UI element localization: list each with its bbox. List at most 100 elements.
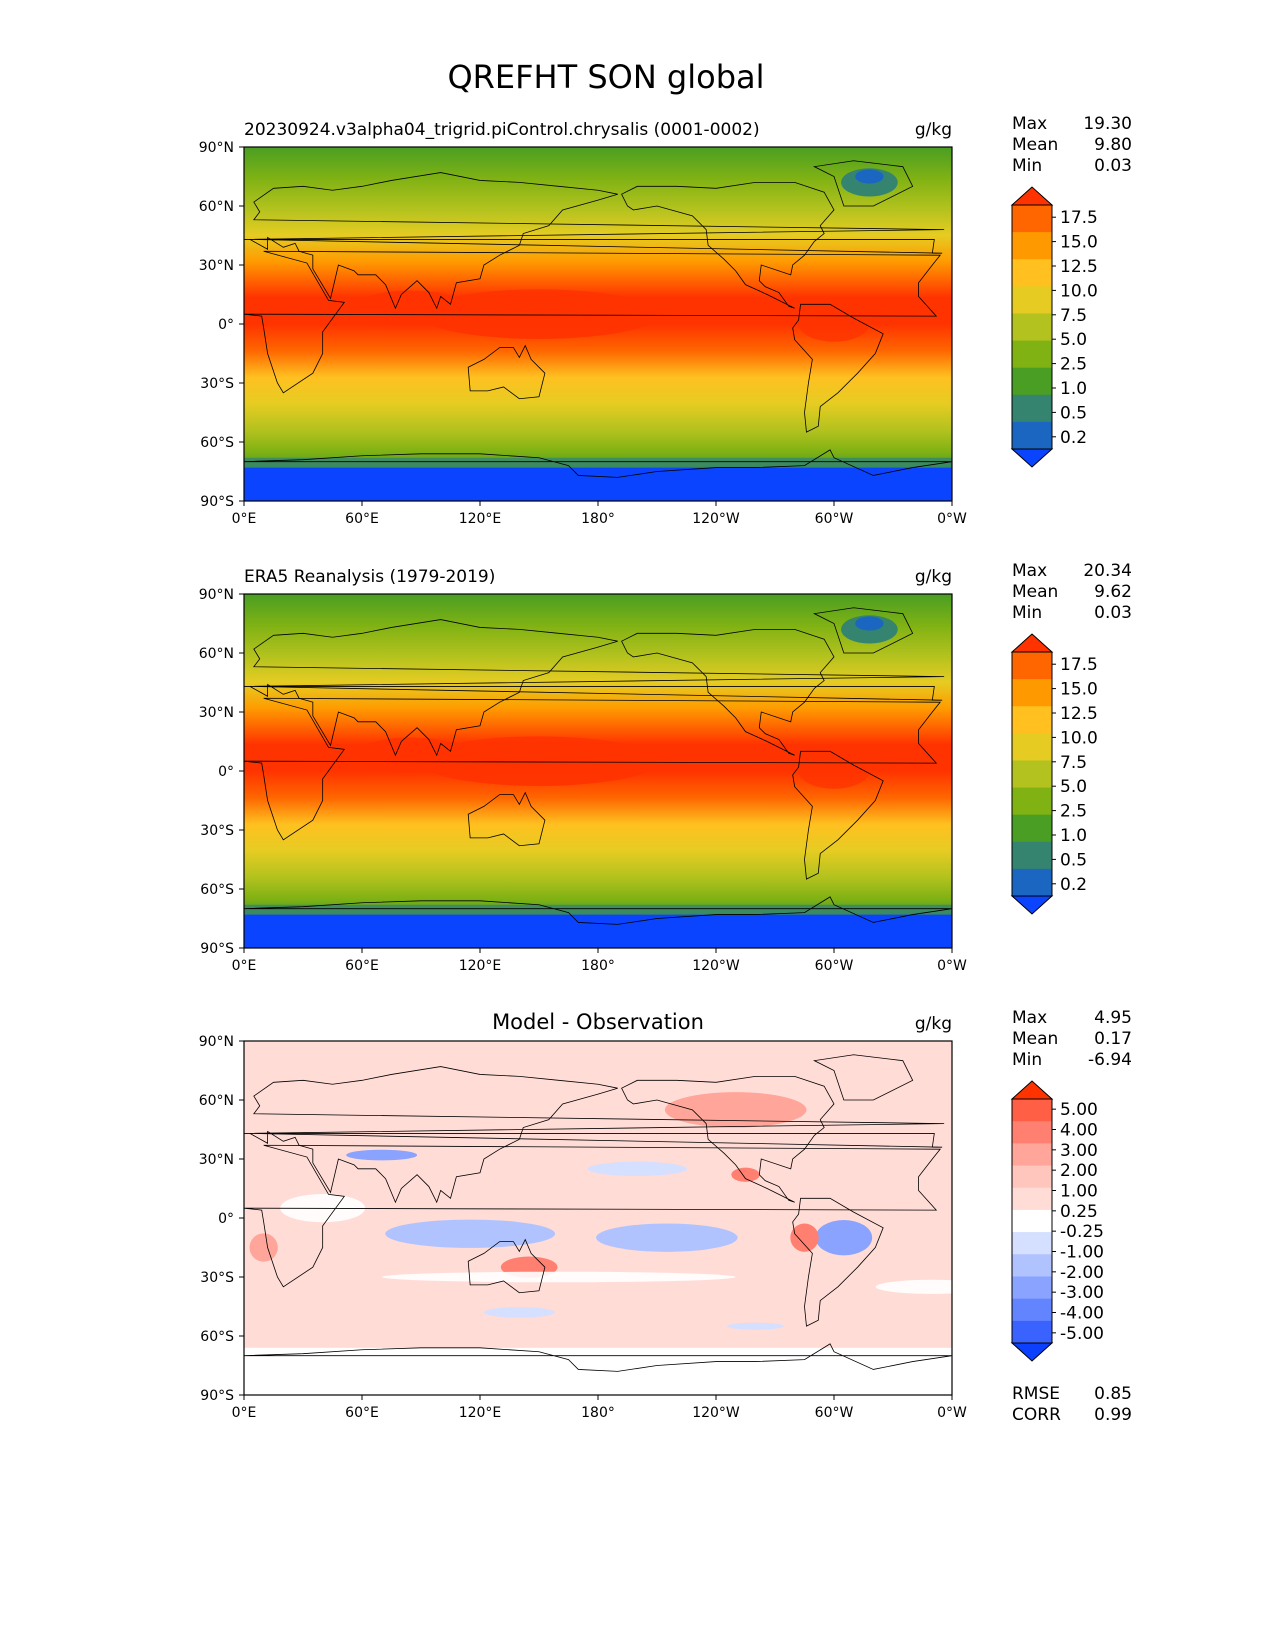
xtick-label: 60°E bbox=[345, 511, 379, 527]
stat-value: -6.94 bbox=[1088, 1050, 1132, 1070]
panel-units-1: g/kg bbox=[915, 120, 952, 140]
map-field-1 bbox=[244, 147, 952, 501]
colorbar-segment bbox=[1012, 232, 1052, 260]
diff-negative-6 bbox=[727, 1322, 784, 1330]
ytick-label: 60°S bbox=[200, 435, 234, 451]
ytick-label: 60°S bbox=[200, 882, 234, 898]
colorbar-label: 10.0 bbox=[1060, 728, 1098, 748]
indian-ocean-max bbox=[354, 290, 468, 326]
colorbar-segment bbox=[1012, 1143, 1052, 1167]
colorbar-segment bbox=[1012, 733, 1052, 761]
coastline-2 bbox=[621, 1076, 835, 1203]
ytick-label: 0° bbox=[218, 764, 234, 780]
diff-positive-4 bbox=[731, 1167, 760, 1182]
colorbar-segment bbox=[1012, 1099, 1052, 1122]
ytick-label: 30°N bbox=[199, 1152, 234, 1168]
diff-positive-0 bbox=[664, 1092, 807, 1128]
metric-label: CORR bbox=[1012, 1405, 1061, 1425]
coastline-5 bbox=[813, 607, 914, 654]
colorbar-top-arrow bbox=[1010, 1080, 1054, 1100]
coastline-0 bbox=[244, 697, 942, 841]
diff-positive-2 bbox=[790, 1223, 819, 1252]
colorbar-label: 17.5 bbox=[1060, 208, 1098, 228]
coastline-2 bbox=[621, 629, 835, 756]
xtick-label: 0°W bbox=[937, 958, 967, 974]
colorbar-label: 12.5 bbox=[1060, 257, 1098, 277]
ytick-label: 90°N bbox=[199, 140, 234, 156]
colorbar-label: -1.00 bbox=[1060, 1243, 1104, 1263]
panel-title-2: ERA5 Reanalysis (1979-2019) bbox=[244, 567, 495, 587]
ytick-label: 60°S bbox=[200, 1329, 234, 1345]
colorbar-label: 5.00 bbox=[1060, 1100, 1098, 1120]
colorbar-segment bbox=[1012, 394, 1052, 423]
colorbar-label: 0.2 bbox=[1060, 875, 1087, 895]
stat-value: 0.03 bbox=[1094, 603, 1132, 623]
colorbar-segment bbox=[1012, 1320, 1052, 1344]
stat-label: Min bbox=[1012, 156, 1042, 176]
coastline-5 bbox=[813, 1054, 914, 1101]
stat-label: Min bbox=[1012, 1050, 1042, 1070]
coastline-0 bbox=[244, 250, 942, 394]
xtick-label: 180° bbox=[581, 1405, 615, 1421]
amazon-max bbox=[798, 306, 870, 342]
colorbar-segment bbox=[1012, 652, 1052, 680]
stat-value: 20.34 bbox=[1083, 561, 1132, 581]
map-field-2 bbox=[244, 594, 952, 948]
colorbar-label: 2.5 bbox=[1060, 355, 1087, 375]
ytick-label: 30°S bbox=[200, 1270, 234, 1286]
coastline-1 bbox=[244, 172, 945, 310]
stat-label: Min bbox=[1012, 603, 1042, 623]
colorbar-label: 7.5 bbox=[1060, 753, 1087, 773]
colorbar-label: 3.00 bbox=[1060, 1141, 1098, 1161]
colorbar-label: 17.5 bbox=[1060, 655, 1098, 675]
coastline-4 bbox=[467, 344, 546, 400]
xtick-label: 120°E bbox=[459, 1405, 502, 1421]
colorbar-label: 5.0 bbox=[1060, 777, 1087, 797]
coastline-6 bbox=[244, 1343, 952, 1372]
colorbar-segment bbox=[1012, 868, 1052, 897]
warm-pool bbox=[418, 736, 660, 786]
xtick-label: 120°W bbox=[692, 1405, 740, 1421]
xtick-label: 120°W bbox=[692, 511, 740, 527]
colorbar-segment bbox=[1012, 1276, 1052, 1300]
xtick-label: 0°W bbox=[937, 1405, 967, 1421]
colorbar-label: 15.0 bbox=[1060, 680, 1098, 700]
xtick-label: 180° bbox=[581, 511, 615, 527]
colorbar-label: 10.0 bbox=[1060, 281, 1098, 301]
coastline-4 bbox=[467, 791, 546, 847]
stat-label: Mean bbox=[1012, 135, 1058, 155]
antarctic-band bbox=[244, 914, 952, 948]
colorbar-label: 2.00 bbox=[1060, 1161, 1098, 1181]
stat-value: 9.62 bbox=[1094, 582, 1132, 602]
xtick-label: 120°E bbox=[459, 511, 502, 527]
xtick-label: 120°E bbox=[459, 958, 502, 974]
colorbar-label: 7.5 bbox=[1060, 306, 1087, 326]
ytick-label: 0° bbox=[218, 317, 234, 333]
diff-negative-2 bbox=[587, 1161, 687, 1176]
ytick-label: 90°N bbox=[199, 1034, 234, 1050]
colorbar-bottom-arrow bbox=[1010, 448, 1054, 468]
colorbar-segment bbox=[1012, 679, 1052, 707]
colorbar-label: -5.00 bbox=[1060, 1324, 1104, 1344]
coastline-3 bbox=[792, 303, 884, 433]
greenland-min bbox=[855, 169, 884, 184]
figure-title: QREFHT SON global bbox=[447, 58, 764, 96]
colorbar-label: 1.0 bbox=[1060, 379, 1087, 399]
colorbar-label: -2.00 bbox=[1060, 1263, 1104, 1283]
metric-label: RMSE bbox=[1012, 1384, 1060, 1404]
colorbar-segment bbox=[1012, 340, 1052, 369]
coastline-1 bbox=[244, 619, 945, 757]
colorbar-label: 12.5 bbox=[1060, 704, 1098, 724]
colorbar-label: 0.5 bbox=[1060, 403, 1087, 423]
xtick-label: 60°E bbox=[345, 1405, 379, 1421]
ytick-label: 90°S bbox=[200, 941, 234, 957]
panel-3: Model - Observation g/kg 0°E 60°E 120°E 180° 1… bbox=[199, 1008, 1132, 1425]
xtick-label: 60°W bbox=[815, 511, 854, 527]
xtick-label: 0°E bbox=[232, 958, 257, 974]
diff-negative-5 bbox=[483, 1307, 555, 1318]
warm-pool bbox=[418, 289, 660, 339]
ytick-label: 30°N bbox=[199, 258, 234, 274]
colorbar-segment bbox=[1012, 1298, 1052, 1322]
amazon-max bbox=[798, 753, 870, 789]
